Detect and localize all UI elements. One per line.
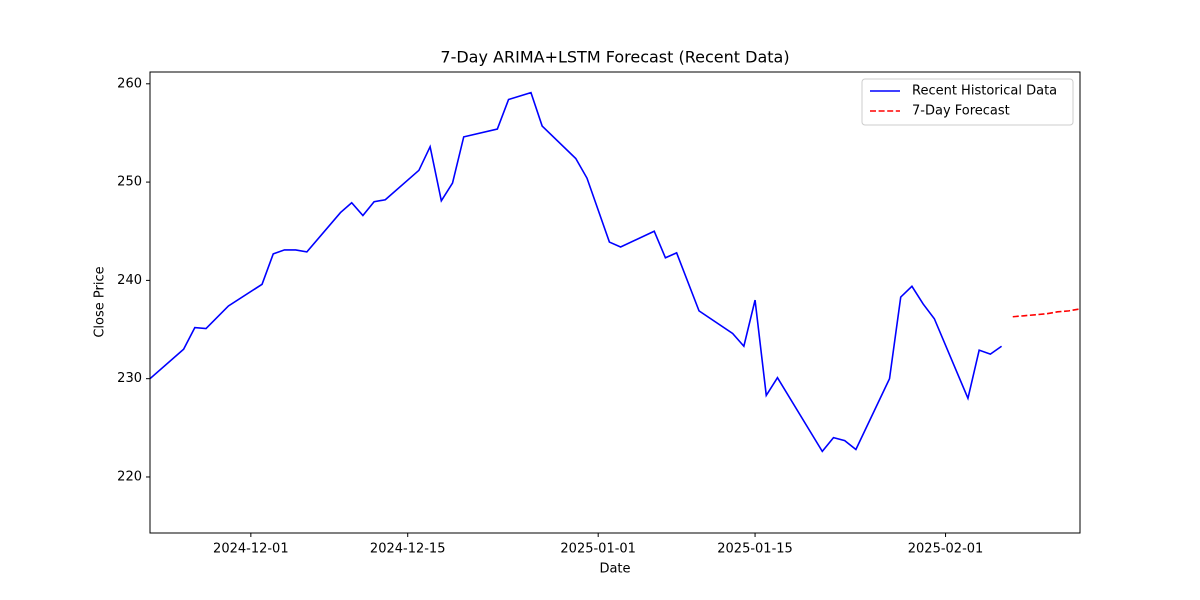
legend-label: 7-Day Forecast: [912, 104, 1010, 119]
x-tick-label: 2024-12-15: [370, 542, 446, 557]
y-axis-label: Close Price: [93, 266, 108, 337]
y-tick-label: 230: [117, 371, 142, 386]
x-axis-label: Date: [599, 562, 630, 577]
x-tick-label: 2024-12-01: [213, 542, 289, 557]
plot-frame: [149, 71, 1081, 534]
y-tick-label: 260: [117, 76, 142, 91]
legend-box: [861, 78, 1074, 126]
x-tick-label: 2025-01-01: [560, 542, 636, 557]
line: [150, 91, 1003, 453]
x-tick-label: 2025-01-15: [717, 542, 793, 557]
y-tick-label: 220: [117, 469, 142, 484]
x-tick-label: 2025-02-01: [908, 542, 984, 557]
chart-title: 7-Day ARIMA+LSTM Forecast (Recent Data): [440, 48, 789, 67]
legend-label: Recent Historical Data: [912, 84, 1057, 99]
line: [1012, 308, 1080, 318]
y-tick-label: 240: [117, 273, 142, 288]
y-tick-label: 250: [117, 175, 142, 190]
